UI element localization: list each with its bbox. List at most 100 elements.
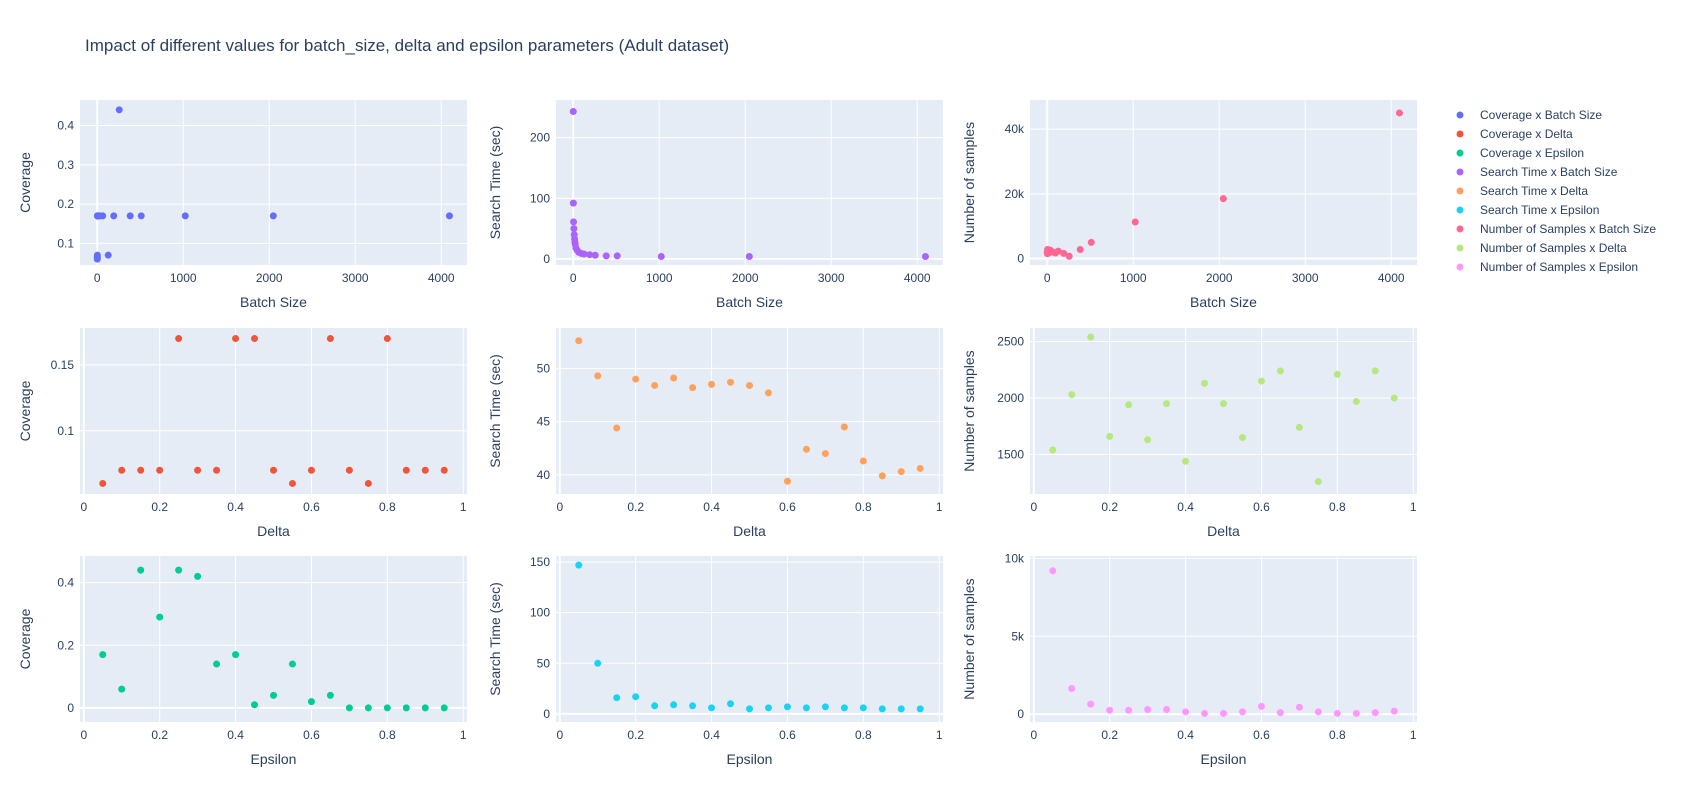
data-point[interactable]: [156, 466, 164, 474]
data-point[interactable]: [118, 685, 126, 693]
data-point[interactable]: [916, 705, 924, 713]
data-point[interactable]: [345, 466, 353, 474]
data-point[interactable]: [440, 704, 448, 712]
data-point[interactable]: [783, 477, 791, 485]
data-point[interactable]: [689, 384, 697, 392]
data-point[interactable]: [1371, 709, 1379, 717]
data-point[interactable]: [175, 566, 183, 574]
data-point[interactable]: [269, 212, 277, 220]
data-point[interactable]: [1395, 109, 1403, 117]
data-point[interactable]: [1049, 446, 1057, 454]
data-point[interactable]: [1131, 218, 1139, 226]
data-point[interactable]: [1054, 247, 1062, 255]
data-point[interactable]: [1295, 423, 1303, 431]
data-point[interactable]: [783, 703, 791, 711]
legend-item[interactable]: Number of Samples x Batch Size: [1456, 222, 1657, 236]
data-point[interactable]: [570, 218, 578, 226]
data-point[interactable]: [402, 466, 410, 474]
data-point[interactable]: [1060, 249, 1068, 257]
data-point[interactable]: [1295, 703, 1303, 711]
data-point[interactable]: [99, 479, 107, 487]
data-point[interactable]: [632, 693, 640, 701]
data-point[interactable]: [1390, 707, 1398, 715]
data-point[interactable]: [421, 466, 429, 474]
legend-item[interactable]: Search Time x Epsilon: [1456, 203, 1600, 217]
data-point[interactable]: [1068, 684, 1076, 692]
data-point[interactable]: [1390, 394, 1398, 402]
data-point[interactable]: [1352, 397, 1360, 405]
data-point[interactable]: [181, 212, 189, 220]
data-point[interactable]: [175, 335, 183, 343]
legend-item[interactable]: Coverage x Batch Size: [1456, 108, 1603, 122]
data-point[interactable]: [1182, 457, 1190, 465]
data-point[interactable]: [727, 378, 735, 386]
data-point[interactable]: [859, 457, 867, 465]
legend-item[interactable]: Number of Samples x Delta: [1456, 241, 1628, 255]
data-point[interactable]: [1087, 700, 1095, 708]
data-point[interactable]: [1106, 432, 1114, 440]
data-point[interactable]: [307, 698, 315, 706]
data-point[interactable]: [1065, 252, 1073, 260]
data-point[interactable]: [878, 705, 886, 713]
data-point[interactable]: [104, 251, 112, 259]
data-point[interactable]: [270, 691, 277, 699]
data-point[interactable]: [1182, 708, 1190, 716]
data-point[interactable]: [326, 691, 334, 699]
data-point[interactable]: [364, 704, 372, 712]
data-point[interactable]: [764, 704, 772, 712]
data-point[interactable]: [1314, 478, 1322, 486]
data-point[interactable]: [1276, 367, 1284, 375]
data-point[interactable]: [251, 701, 259, 709]
legend-item[interactable]: Search Time x Batch Size: [1456, 165, 1618, 179]
data-point[interactable]: [1068, 391, 1076, 399]
data-point[interactable]: [1106, 706, 1114, 714]
data-point[interactable]: [1220, 709, 1227, 717]
data-point[interactable]: [651, 702, 659, 710]
data-point[interactable]: [821, 450, 829, 458]
data-point[interactable]: [383, 704, 391, 712]
data-point[interactable]: [137, 566, 145, 574]
data-point[interactable]: [1163, 706, 1171, 714]
data-point[interactable]: [878, 472, 886, 480]
data-point[interactable]: [1201, 379, 1209, 387]
data-point[interactable]: [727, 700, 735, 708]
data-point[interactable]: [440, 466, 448, 474]
data-point[interactable]: [570, 225, 578, 233]
data-point[interactable]: [1333, 709, 1341, 717]
data-point[interactable]: [194, 572, 202, 580]
data-point[interactable]: [288, 479, 296, 487]
data-point[interactable]: [213, 466, 221, 474]
data-point[interactable]: [1238, 708, 1246, 716]
data-point[interactable]: [594, 659, 602, 667]
data-point[interactable]: [613, 424, 621, 432]
legend-item[interactable]: Number of Samples x Epsilon: [1456, 260, 1639, 274]
legend-item[interactable]: Search Time x Delta: [1456, 184, 1589, 198]
data-point[interactable]: [921, 253, 929, 261]
data-point[interactable]: [859, 704, 867, 712]
data-point[interactable]: [802, 445, 810, 453]
data-point[interactable]: [345, 704, 353, 712]
data-point[interactable]: [232, 651, 240, 659]
data-point[interactable]: [1219, 195, 1227, 203]
data-point[interactable]: [1257, 377, 1265, 385]
data-point[interactable]: [602, 252, 610, 260]
data-point[interactable]: [194, 466, 202, 474]
data-point[interactable]: [137, 466, 145, 474]
data-point[interactable]: [93, 253, 101, 261]
data-point[interactable]: [1220, 400, 1227, 408]
data-point[interactable]: [670, 701, 678, 709]
data-point[interactable]: [1201, 709, 1209, 717]
data-point[interactable]: [421, 704, 429, 712]
data-point[interactable]: [575, 561, 583, 569]
data-point[interactable]: [1371, 367, 1379, 375]
data-point[interactable]: [1125, 401, 1133, 409]
data-point[interactable]: [802, 704, 810, 712]
data-point[interactable]: [1276, 709, 1284, 717]
data-point[interactable]: [1087, 333, 1095, 341]
data-point[interactable]: [580, 250, 588, 258]
data-point[interactable]: [110, 212, 118, 220]
data-point[interactable]: [594, 372, 602, 380]
data-point[interactable]: [745, 253, 753, 261]
data-point[interactable]: [1144, 436, 1152, 444]
data-point[interactable]: [126, 212, 134, 220]
